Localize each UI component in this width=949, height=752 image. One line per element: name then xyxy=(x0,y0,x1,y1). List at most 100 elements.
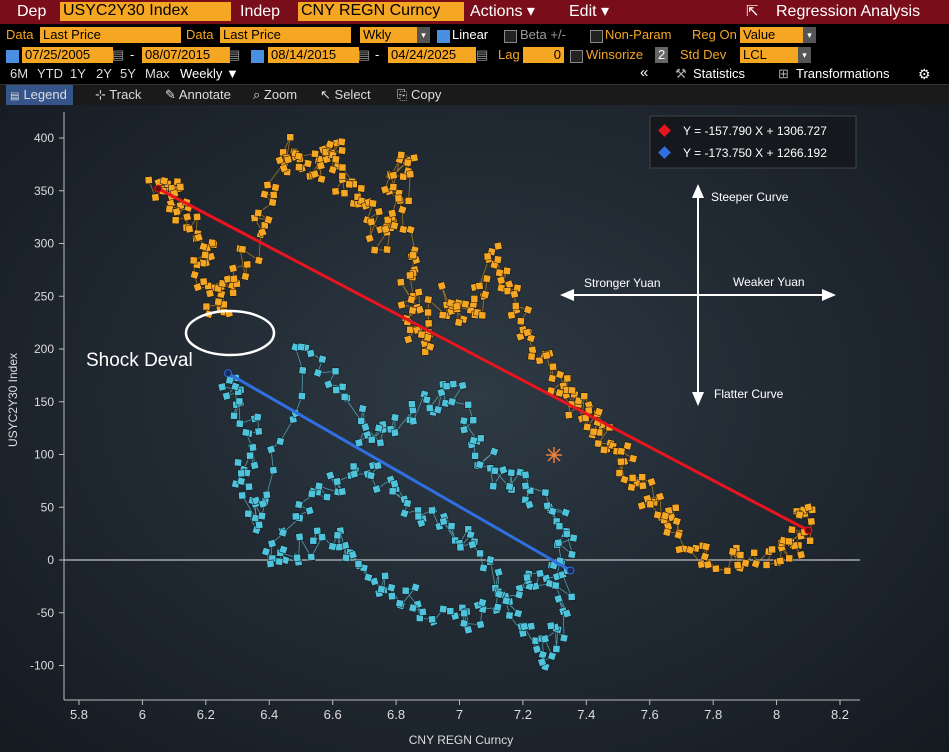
data-point xyxy=(554,388,565,398)
data-point xyxy=(599,445,609,455)
data-point xyxy=(785,537,793,546)
data-point xyxy=(389,183,398,191)
period-6m[interactable]: 6M xyxy=(10,66,29,81)
data-point xyxy=(795,510,804,520)
beta-checkbox[interactable] xyxy=(504,30,517,43)
calendar-icon[interactable]: ▤ xyxy=(112,47,125,62)
data-point xyxy=(424,319,433,328)
data1-field[interactable]: Last Price xyxy=(40,27,181,43)
period-1y[interactable]: 1Y xyxy=(70,66,86,81)
data-point xyxy=(314,481,324,491)
statistics-button[interactable]: Statistics xyxy=(693,66,746,81)
data-point xyxy=(673,530,684,540)
select-button[interactable]: ↖ Select xyxy=(320,87,371,103)
data-point xyxy=(806,536,814,545)
regon-dropdown-icon[interactable]: ▾ xyxy=(803,27,816,43)
data-point xyxy=(672,516,682,527)
start2-field[interactable]: 08/14/2015 xyxy=(268,47,359,63)
period-ytd[interactable]: YTD xyxy=(37,66,63,81)
data-point xyxy=(254,427,263,436)
track-button[interactable]: ⊹ Track xyxy=(95,87,141,103)
data-point xyxy=(307,489,317,499)
data-point xyxy=(367,435,376,444)
indep-ticker-field[interactable]: CNY REGN Curncy xyxy=(298,2,464,21)
weaker-label: Weaker Yuan xyxy=(733,275,805,289)
dep-ticker-field[interactable]: USYC2Y30 Index xyxy=(60,2,231,21)
annotate-button[interactable]: ✎ Annotate xyxy=(165,87,231,103)
external-link-icon[interactable]: ⇱ xyxy=(746,3,759,20)
series-path xyxy=(221,346,575,667)
end2-field[interactable]: 04/24/2025 xyxy=(388,47,476,63)
frequency-select[interactable]: Wkly xyxy=(360,27,421,43)
data-point xyxy=(295,532,304,542)
lcl-select[interactable]: LCL xyxy=(740,47,801,63)
nonparam-checkbox[interactable] xyxy=(590,30,603,43)
linear-checkbox[interactable] xyxy=(437,30,450,43)
copy-button[interactable]: ⎘ Copy xyxy=(397,87,441,103)
data2-field[interactable]: Last Price xyxy=(220,27,351,43)
data-point xyxy=(582,422,592,432)
data-point xyxy=(646,477,657,487)
data-point xyxy=(278,528,288,538)
data-point xyxy=(337,137,346,147)
frequency-dropdown-icon[interactable]: ▾ xyxy=(417,27,430,43)
stddev-field[interactable]: 2 xyxy=(655,47,669,63)
data-point xyxy=(380,184,390,195)
collapse-icon[interactable]: « xyxy=(640,64,649,81)
data-point xyxy=(475,460,485,470)
y-tick-label: 250 xyxy=(34,289,54,303)
dash-2: - xyxy=(375,47,380,62)
lcl-dropdown-icon[interactable]: ▾ xyxy=(798,47,811,63)
linear-label: Linear xyxy=(452,27,489,42)
range1-checkbox[interactable] xyxy=(6,50,19,63)
edit-menu[interactable]: Edit ▾ xyxy=(569,3,610,20)
data-point xyxy=(317,174,327,184)
gear-icon[interactable]: ⚙ xyxy=(918,66,931,82)
data-point xyxy=(338,172,347,180)
zoom-button[interactable]: ⌕ Zoom xyxy=(253,87,297,103)
x-tick-label: 5.8 xyxy=(70,707,88,722)
crosshair-icon: ⊹ xyxy=(95,87,106,102)
data-point xyxy=(230,411,238,420)
data-point xyxy=(396,278,405,287)
period-2y[interactable]: 2Y xyxy=(96,66,112,81)
winsorize-checkbox[interactable] xyxy=(570,50,583,63)
legend-box[interactable]: Y = -157.790 X + 1306.727 Y = -173.750 X… xyxy=(649,115,857,169)
calendar-icon[interactable]: ▤ xyxy=(228,47,241,62)
data-point xyxy=(425,342,436,352)
data-point xyxy=(424,308,432,317)
actions-menu[interactable]: Actions ▾ xyxy=(470,3,535,20)
period-max[interactable]: Max xyxy=(145,66,170,81)
data-point xyxy=(340,393,349,401)
data-point xyxy=(522,327,532,338)
data-point xyxy=(274,155,285,165)
data-point xyxy=(493,255,503,264)
end1-field[interactable]: 08/07/2015 xyxy=(142,47,230,63)
y-axis-label: USYC2Y30 Index xyxy=(6,353,20,447)
lag-field[interactable]: 0 xyxy=(523,47,564,63)
data-point xyxy=(787,525,797,534)
data-point xyxy=(364,233,375,244)
weekly-select[interactable]: Weekly ▼ xyxy=(180,66,239,81)
data-point xyxy=(397,205,408,215)
data-point xyxy=(496,275,506,285)
period-5y[interactable]: 5Y xyxy=(120,66,136,81)
data-point xyxy=(463,625,473,635)
range2-checkbox[interactable] xyxy=(251,50,264,63)
data-point xyxy=(376,584,386,594)
calendar-icon[interactable]: ▤ xyxy=(476,47,489,62)
calendar-icon[interactable]: ▤ xyxy=(358,47,371,62)
regon-select[interactable]: Value xyxy=(740,27,806,43)
data-point xyxy=(750,549,758,557)
data-point xyxy=(283,155,293,165)
data-point xyxy=(331,367,340,376)
legend-button[interactable]: ▤ Legend xyxy=(6,85,73,105)
transformations-button[interactable]: Transformations xyxy=(796,66,890,81)
scatter-chart[interactable]: 5.8 6 6.2 6.4 6.6 6.8 7 7.2 7.4 7.6 7.8 8 8.2 -100 -50… xyxy=(0,105,949,752)
data-point xyxy=(244,509,253,518)
data-point xyxy=(374,423,384,433)
winsorize-label: Winsorize xyxy=(586,47,644,62)
start1-field[interactable]: 07/25/2005 xyxy=(22,47,113,63)
data-point xyxy=(313,526,322,535)
data-point xyxy=(383,215,392,224)
